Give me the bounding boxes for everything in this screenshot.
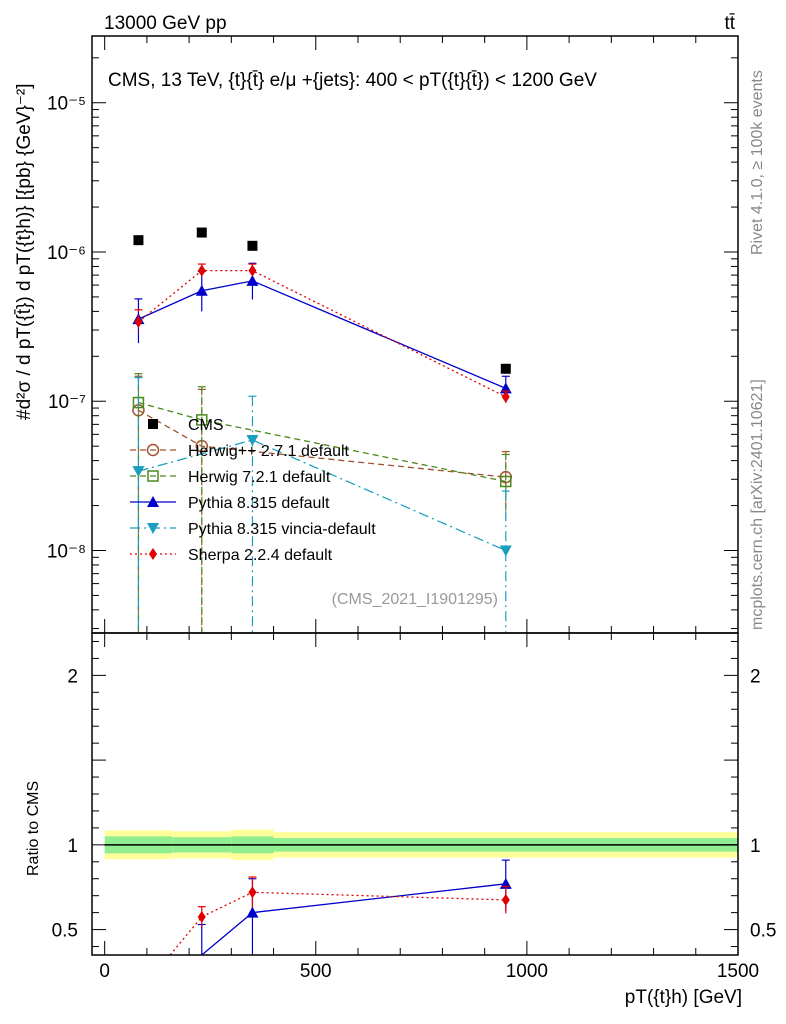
data-point [133,235,144,246]
analysis-id: (CMS_2021_I1901295) [332,591,498,608]
x-tick-label: 500 [300,961,332,982]
legend-item: CMS [148,417,224,434]
legend-label: Herwig 7.2.1 default [188,469,331,486]
ratio-line [169,891,506,956]
side-label-top: Rivet 4.1.0, ≥ 100k events [749,70,766,255]
legend-label: CMS [188,417,224,434]
series-5 [134,263,510,404]
series-3 [132,262,512,400]
x-axis-label: pT({t}h) [GeV] [625,987,742,1008]
data-point [196,414,208,426]
legend-item: Sherpa 2.2.4 default [130,547,333,564]
ratio-point [197,910,206,923]
legend-marker [148,419,158,429]
data-point [134,315,143,328]
ratio-point [248,886,257,899]
legend-label: Herwig++ 2.7.1 default [188,443,350,460]
data-point [197,264,206,277]
x-tick-label: 0 [99,961,110,982]
ratio-y-tick-label-right: 2 [750,666,761,687]
data-point [132,466,145,478]
series-4 [132,377,512,633]
legend-item: Pythia 8.315 vincia-default [130,521,376,538]
legend-marker [149,548,157,560]
y-tick-label: 10⁻⁷ [48,392,86,413]
energy-label: 13000 GeV pp [104,13,227,34]
main-panel: 10⁻⁵ 10⁻⁶ 10⁻⁷ 10⁻⁸ CMS, 13 TeV, {t}{t̄} e/… [14,35,739,634]
series-line [138,439,507,552]
data-point [247,240,258,251]
ratio-point [501,893,510,906]
legend-label: Sherpa 2.2.4 default [188,547,333,564]
data-point [499,545,512,557]
data-point [500,363,511,374]
ratio-series-1 [169,876,510,956]
ratio-y-tick-label: 2 [67,666,78,687]
ratio-panel: 0.5 0.5 1 1 2 2 0 500 1000 1500 Ratio to CMS pT({… [25,632,776,1008]
ratio-y-tick-label: 1 [67,836,78,857]
series-line [138,401,506,483]
data-point [248,264,257,277]
data-point [246,434,259,446]
ratio-point [246,906,259,918]
legend-label: Pythia 8.315 vincia-default [188,521,376,538]
series-line [138,409,506,478]
y-tick-label: 10⁻⁶ [47,243,86,264]
data-point [501,390,510,403]
y-axis-label: #d²σ / d pT({t̄}) d pT({t}h)} [{pb} {GeV… [14,83,35,420]
main-frame [91,35,739,634]
series-line [138,280,507,389]
ratio-frame [91,632,739,956]
legend-marker [147,523,159,534]
legend-marker [147,470,159,482]
ratio-y-tick-label-right: 1 [750,836,761,857]
y-tick-label: 10⁻⁸ [47,541,86,562]
ratio-y-tick-label: 0.5 [52,921,78,942]
data-point [195,284,208,296]
series-0 [133,227,511,374]
data-point [196,227,207,238]
ratio-series-0 [197,859,512,956]
data-point [500,475,512,488]
legend: CMS Herwig++ 2.7.1 default Herwig 7.2.1 de… [130,417,376,564]
x-tick-label: 1500 [717,961,759,982]
legend-marker [147,496,159,507]
ratio-y-tick-label-right: 0.5 [750,921,776,942]
side-label-bottom: mcplots.cern.ch [arXiv:2401.10621] [749,379,766,630]
legend-item: Pythia 8.315 default [130,495,330,512]
legend-item: Herwig 7.2.1 default [130,469,331,486]
series-line [138,269,507,398]
series-2 [132,373,512,633]
ratio-y-axis-label: Ratio to CMS [25,781,42,876]
x-tick-label: 1000 [506,961,548,982]
legend-label: Pythia 8.315 default [188,495,330,512]
data-point [246,274,259,286]
plot-title: CMS, 13 TeV, {t}{t̄} e/μ +{jets}: 400 < … [108,70,597,91]
y-tick-label: 10⁻⁵ [47,94,86,115]
legend-marker [146,443,160,457]
process-label: tt̄ [724,13,735,34]
legend-item: Herwig++ 2.7.1 default [130,443,350,460]
